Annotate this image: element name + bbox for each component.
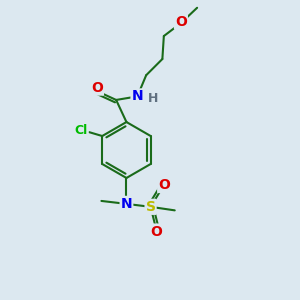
Text: O: O — [150, 225, 162, 238]
Text: O: O — [91, 81, 103, 94]
Text: O: O — [175, 15, 187, 28]
Text: N: N — [131, 89, 143, 103]
Text: O: O — [158, 178, 170, 192]
Text: N: N — [121, 197, 132, 211]
Text: Cl: Cl — [74, 124, 88, 137]
Text: S: S — [146, 200, 156, 214]
Text: H: H — [148, 92, 158, 105]
